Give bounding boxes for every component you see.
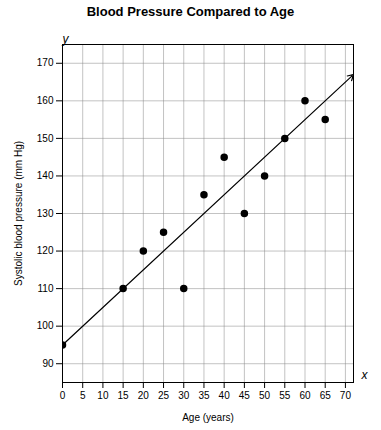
- html-text:Blood Pressure Compared to Age: Blood Pressure Compared to Age: [86, 4, 295, 19]
- svg-text:40: 40: [219, 390, 231, 401]
- svg-text:120: 120: [37, 245, 54, 256]
- svg-text:x: x: [361, 368, 369, 382]
- svg-text:150: 150: [37, 133, 54, 144]
- svg-text:5: 5: [80, 390, 86, 401]
- svg-text:Systolic blood pressure (mm Hg: Systolic blood pressure (mm Hg): [13, 141, 24, 286]
- svg-text:0: 0: [60, 390, 66, 401]
- svg-text:Age (years): Age (years): [182, 412, 234, 423]
- svg-text:45: 45: [239, 390, 251, 401]
- svg-text:15: 15: [118, 390, 130, 401]
- svg-text:130: 130: [37, 208, 54, 219]
- svg-text:60: 60: [299, 390, 311, 401]
- svg-text:y: y: [62, 32, 70, 46]
- svg-text:140: 140: [37, 170, 54, 181]
- svg-text:35: 35: [198, 390, 210, 401]
- svg-text:70: 70: [340, 390, 352, 401]
- svg-text:20: 20: [138, 390, 150, 401]
- svg-text:100: 100: [37, 320, 54, 331]
- svg-text:160: 160: [37, 95, 54, 106]
- svg-text:90: 90: [42, 358, 54, 369]
- svg-text:65: 65: [320, 390, 332, 401]
- svg-text:55: 55: [279, 390, 291, 401]
- svg-text:110: 110: [38, 283, 54, 294]
- svg-text:10: 10: [97, 390, 109, 401]
- svg-text:170: 170: [37, 57, 54, 68]
- svg-text:25: 25: [158, 390, 170, 401]
- svg-text:30: 30: [178, 390, 190, 401]
- svg-text:50: 50: [259, 390, 271, 401]
